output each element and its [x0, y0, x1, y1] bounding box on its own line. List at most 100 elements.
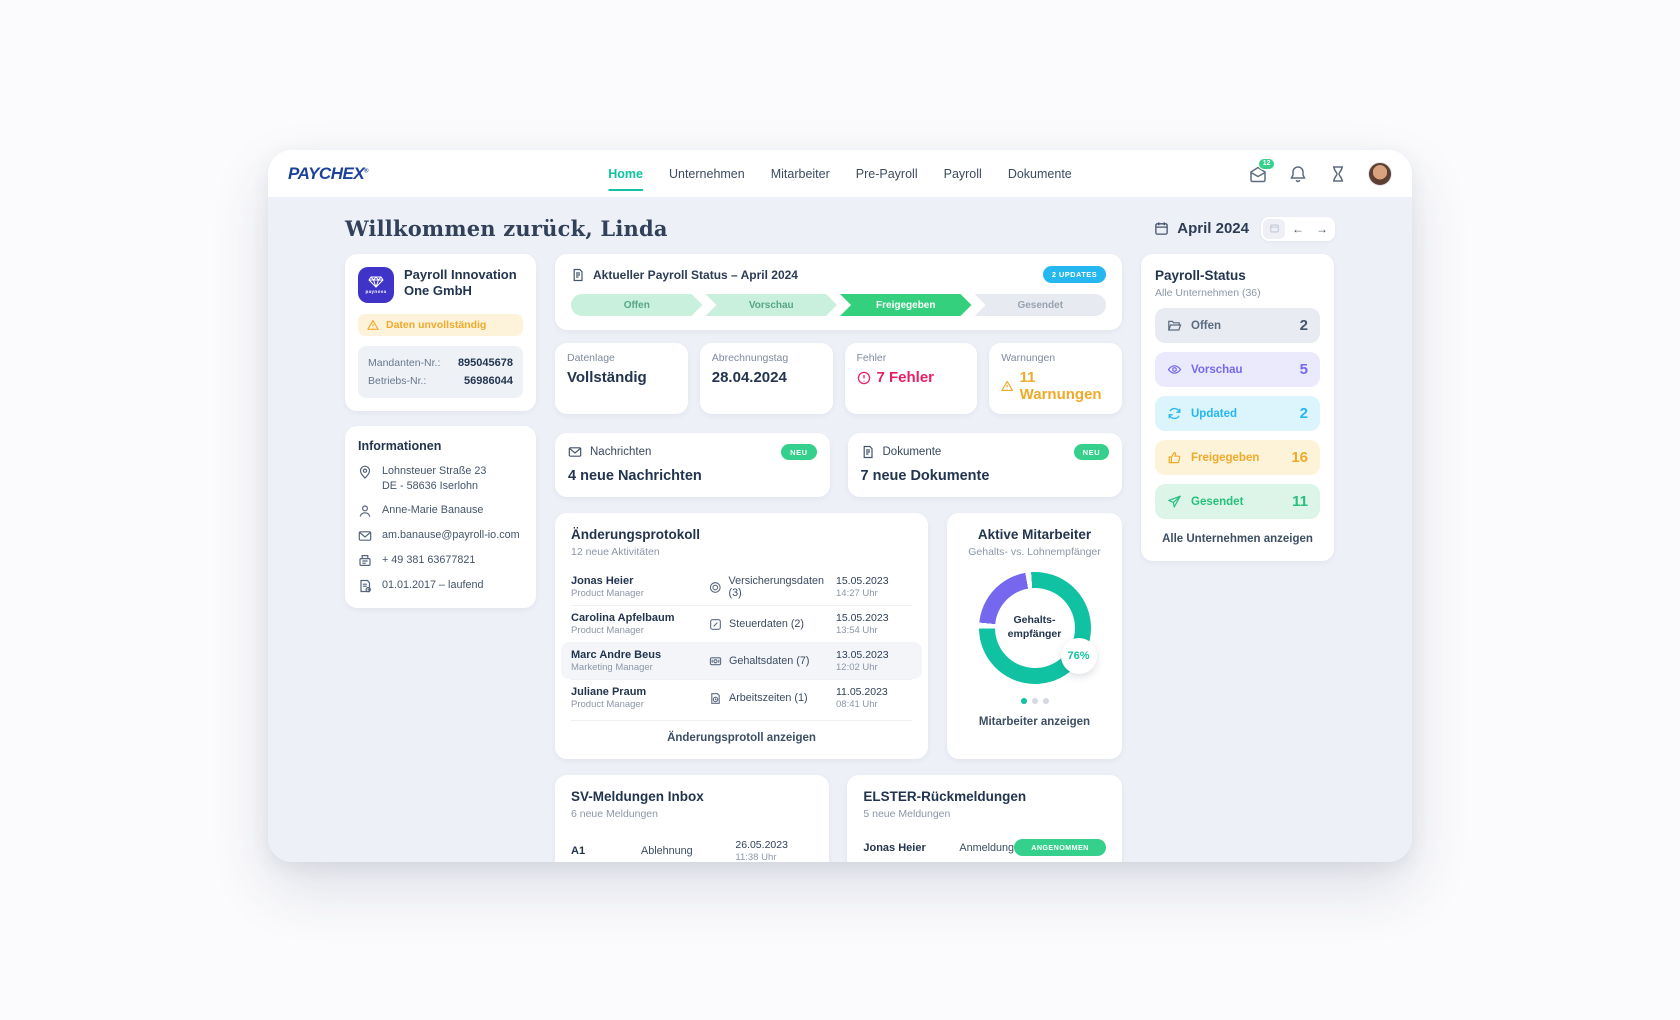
mail-icon: [568, 447, 582, 457]
dokumente-value: 7 neue Dokumente: [860, 468, 990, 484]
carousel-dot[interactable]: [1042, 698, 1049, 704]
employees-show-link[interactable]: Mitarbeiter anzeigen: [978, 716, 1091, 728]
elster-subtitle: 5 neue Meldungen: [863, 808, 951, 820]
alert-circle-icon: [857, 371, 870, 384]
period-prev-button[interactable]: ←: [1287, 219, 1309, 239]
mail-icon[interactable]: 12: [1248, 157, 1275, 184]
sidebar-title: Payroll-Status: [1155, 268, 1246, 283]
banner-title: Aktueller Payroll Status – April 2024: [593, 267, 798, 282]
sidebar-item-updated[interactable]: Updated 2: [1155, 396, 1320, 431]
phone-item: + 49 381 63677821: [358, 553, 523, 568]
warning-triangle-icon: [367, 319, 379, 330]
company-numbers: Mandanten-Nr.: 895045678 Betriebs-Nr.: 5…: [358, 346, 523, 398]
email-item: am.banause@payroll-io.com: [358, 528, 523, 543]
protocol-show-link[interactable]: Änderungsprotoll anzeigen: [571, 720, 912, 753]
table-row[interactable]: Jonas Heier Anmeldung ANGENOMMEN: [863, 832, 1106, 862]
sidebar-item-vorschau[interactable]: Vorschau 5: [1155, 352, 1320, 387]
stat-card-datenlage: Datenlage Vollständig: [555, 343, 688, 414]
left-column: paynova Payroll Innovation One GmbH Date…: [345, 254, 536, 609]
nav-item-payroll[interactable]: Payroll: [943, 166, 982, 181]
registered-mark: ®: [364, 167, 369, 174]
nav-item-dokumente[interactable]: Dokumente: [1007, 166, 1072, 181]
company-name: Payroll Innovation One GmbH: [404, 267, 517, 299]
sv-meldungen-card: SV-Meldungen Inbox 6 neue Meldungen A1 A…: [555, 775, 830, 862]
donut-center-label: Gehalts-empfänger: [1007, 614, 1062, 640]
address-text: Lohnsteuer Straße 23 DE - 58636 Iserlohn: [382, 465, 487, 492]
stage-vorschau[interactable]: Vorschau: [706, 294, 838, 316]
paychex-logo[interactable]: PAYCHEX®: [288, 163, 369, 184]
period-selector: April 2024 ← →: [1154, 216, 1335, 241]
protocol-subtitle: 12 neue Aktivitäten: [571, 546, 660, 558]
nav-item-home[interactable]: Home: [608, 150, 643, 197]
period-next-button[interactable]: →: [1311, 219, 1333, 239]
sidebar-item-freigegeben[interactable]: Freigegeben 16: [1155, 440, 1320, 475]
logo-text: PAYCHEX: [288, 163, 365, 183]
dokumente-card[interactable]: Dokumente NEU 7 neue Dokumente: [847, 433, 1122, 497]
info-card: Informationen Lohnsteuer Straße 23 DE - 5…: [345, 426, 536, 609]
nachrichten-card[interactable]: Nachrichten NEU 4 neue Nachrichten: [555, 433, 830, 497]
stat-card-warnungen: Warnungen 11 Warnungen: [989, 343, 1122, 414]
table-row[interactable]: Juliane Praum Product Manager Arbeitszeit…: [571, 679, 912, 716]
mandanten-value: 895045678: [457, 357, 513, 369]
folder-open-icon: [1167, 320, 1182, 331]
contract-icon: [360, 580, 371, 593]
carousel-dot[interactable]: [1031, 698, 1038, 704]
eye-icon: [1167, 365, 1182, 374]
elster-title: ELSTER-Rückmeldungen: [863, 789, 1027, 804]
contact-item: Anne-Marie Banause: [358, 503, 523, 518]
stat-value: 7 Fehler: [857, 369, 966, 386]
user-avatar[interactable]: [1368, 161, 1392, 186]
tax-icon: [710, 618, 721, 630]
stage-offen[interactable]: Offen: [571, 294, 703, 316]
betriebs-label: Betriebs-Nr.:: [368, 375, 427, 387]
stage-gesendet[interactable]: Gesendet: [974, 294, 1106, 316]
updates-badge[interactable]: 2 UPDATES: [1042, 266, 1106, 283]
carousel-dots: [957, 698, 1112, 704]
nav-item-mitarbeiter[interactable]: Mitarbeiter: [770, 166, 830, 181]
period-label: April 2024: [1177, 220, 1249, 237]
bell-icon[interactable]: [1288, 164, 1308, 184]
right-column: Payroll-Status Alle Unternehmen (36) Off…: [1141, 254, 1334, 561]
elster-table: Jonas Heier Anmeldung ANGENOMMEN Carolin…: [863, 832, 1106, 862]
elster-card: ELSTER-Rückmeldungen 5 neue Meldungen Jo…: [847, 775, 1122, 862]
betriebs-row: Betriebs-Nr.: 56986044: [368, 372, 513, 390]
paynova-logo: paynova: [358, 267, 394, 303]
page-title: Willkommen zurück, Linda: [345, 216, 668, 241]
phone-text: + 49 381 63677821: [382, 554, 476, 567]
sidebar-show-all-link[interactable]: Alle Unternehmen anzeigen: [1162, 533, 1313, 545]
sv-subtitle: 6 neue Meldungen: [571, 808, 658, 820]
employees-subtitle: Gehalts- vs. Lohnempfänger: [968, 546, 1101, 558]
document-icon: [863, 445, 873, 459]
data-incomplete-warning[interactable]: Daten unvollständig: [358, 314, 523, 336]
warning-triangle-icon: [1001, 380, 1014, 392]
stage-freigegeben[interactable]: Freigegeben: [840, 294, 972, 316]
donut-percentage-badge: 76%: [1060, 638, 1097, 674]
table-row[interactable]: A1 Ablehnung 26.05.2023 11:38 Uhr: [571, 839, 788, 862]
table-row[interactable]: Carolina Apfelbaum Product Manager Steuer…: [571, 605, 912, 642]
sidebar-item-gesendet[interactable]: Gesendet 11: [1155, 484, 1320, 519]
info-title: Informationen: [358, 439, 442, 453]
refresh-icon: [1168, 407, 1181, 420]
table-row[interactable]: Jonas Heier Product Manager Versicherungs…: [571, 575, 889, 599]
location-pin-icon: [359, 465, 371, 479]
betriebs-value: 56986044: [464, 375, 513, 387]
nav-item-pre-payroll[interactable]: Pre-Payroll: [855, 166, 918, 181]
carousel-dot-active[interactable]: [1020, 698, 1027, 704]
payroll-stage-bar: Offen Vorschau Freigegeben Gesendet: [571, 294, 1106, 316]
topbar-actions: 12: [1248, 157, 1392, 186]
fax-icon: [359, 555, 371, 567]
aktive-mitarbeiter-card: Aktive Mitarbeiter Gehalts- vs. Lohnempf…: [947, 513, 1122, 759]
period-today-button[interactable]: [1263, 218, 1285, 239]
sidebar-item-offen[interactable]: Offen 2: [1155, 308, 1320, 343]
mandanten-row: Mandanten-Nr.: 895045678: [368, 354, 513, 372]
salary-icon: [709, 656, 722, 665]
nav-item-unternehmen[interactable]: Unternehmen: [668, 166, 745, 181]
hourglass-icon[interactable]: [1328, 164, 1348, 184]
main-nav: Home Unternehmen Mitarbeiter Pre-Payroll…: [608, 150, 1072, 197]
neu-badge: NEU: [781, 444, 817, 460]
calendar-icon: [1154, 221, 1169, 236]
contract-period-item: 01.01.2017 – laufend: [358, 578, 523, 593]
sidebar-subtitle: Alle Unternehmen (36): [1155, 287, 1261, 299]
middle-column: Aktueller Payroll Status – April 2024 2 …: [555, 254, 1122, 862]
table-row[interactable]: Marc Andre Beus Marketing Manager Gehalts…: [561, 642, 922, 679]
